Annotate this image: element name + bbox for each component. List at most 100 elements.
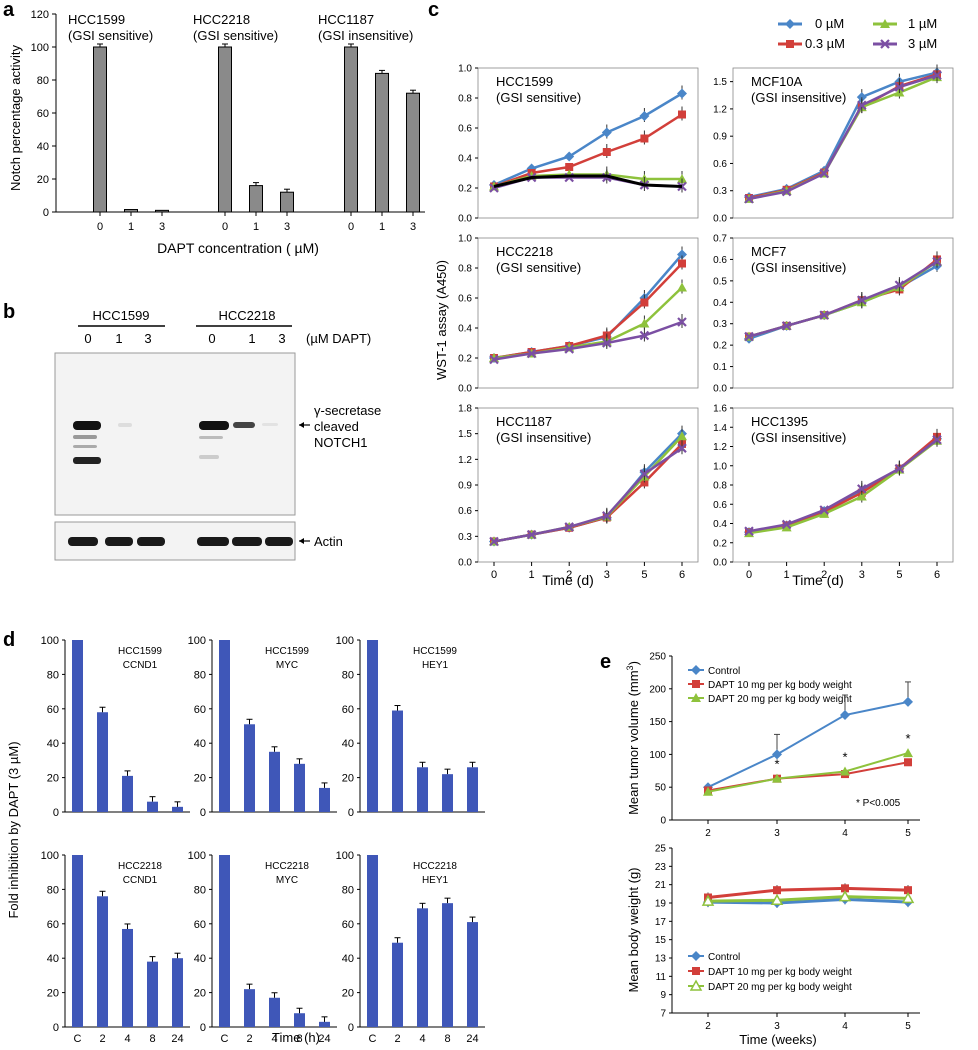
panel-label-e: e — [600, 651, 611, 673]
a-group2-title: HCC2218 — [193, 12, 250, 27]
e-bottom-ytick-label: 9 — [660, 990, 666, 1001]
a-ytick-label: 120 — [31, 9, 49, 21]
band-lane4-low — [199, 455, 219, 459]
c-ytick-label: 0.6 — [458, 506, 472, 517]
a-xtick-label: 0 — [222, 221, 228, 233]
c-panel-title: HCC1395 — [751, 414, 808, 429]
panel-label-c: c — [428, 0, 439, 21]
e-bottom-ytick-label: 17 — [655, 917, 667, 928]
e-top-xtick-label: 4 — [842, 828, 848, 839]
e-top-xtick-label: 2 — [705, 828, 711, 839]
c-point — [781, 519, 792, 530]
d-ytick-label: 40 — [194, 738, 206, 750]
d-ytick-label: 20 — [47, 988, 59, 1000]
e-bottom-ytick-label: 7 — [660, 1009, 666, 1020]
e-bottom-ytick-label: 21 — [655, 880, 667, 891]
d-ytick-label: 0 — [348, 807, 354, 819]
c-ytick-label: 1.2 — [713, 442, 727, 453]
a-bar — [218, 46, 232, 213]
d-bar — [244, 989, 255, 1027]
c-point — [526, 529, 537, 540]
c-panel-title: MCF10A — [751, 74, 803, 89]
a-xtick-label: 3 — [410, 221, 416, 233]
c-ytick-label: 0.0 — [713, 558, 727, 569]
c-ytick-label: 0.6 — [713, 159, 727, 170]
blot-lane-1: 0 — [84, 331, 91, 346]
d-bar — [147, 961, 158, 1027]
c-legend-3: 3 µM — [908, 36, 937, 51]
d-panel-title-1: HCC1599 — [118, 646, 162, 657]
c-ytick-label: 0.2 — [713, 538, 727, 549]
e-bottom-point — [773, 886, 781, 895]
c-ytick-label: 1.0 — [458, 234, 472, 245]
d-bar — [269, 997, 280, 1027]
c-ytick-label: 1.8 — [458, 404, 472, 415]
blot-group-1: HCC1599 — [92, 308, 149, 323]
d-bar — [392, 942, 403, 1027]
d-ytick-label: 40 — [194, 953, 206, 965]
d-ytick-label: 20 — [194, 773, 206, 785]
c-ytick-label: 1.5 — [458, 429, 472, 440]
e-bottom-legend-1: DAPT 10 mg per kg body weight — [708, 967, 852, 978]
d-xlabel: Time (h) — [272, 1030, 320, 1045]
d-ytick-label: 100 — [188, 635, 206, 647]
e-bottom-ytick-label: 19 — [655, 899, 667, 910]
c-legend-marker — [786, 40, 794, 48]
notch-bands — [68, 421, 293, 546]
panel-a-chart: HCC1599 (GSI sensitive) HCC2218 (GSI sen… — [8, 9, 425, 256]
c-panel-subtitle: (GSI insensitive) — [751, 90, 846, 105]
band-label-3: NOTCH1 — [314, 435, 367, 450]
c-ytick-label: 0.2 — [458, 184, 472, 195]
c-series-line — [493, 286, 683, 360]
e-legend-marker — [691, 693, 701, 702]
c-xlabel-right: Time (d) — [792, 572, 844, 588]
c-point — [677, 249, 687, 260]
d-panel-title-1: HCC2218 — [413, 861, 457, 872]
d-xtick-label: C — [221, 1033, 229, 1045]
c-panel-subtitle: (GSI insensitive) — [751, 430, 846, 445]
c-point — [564, 151, 575, 162]
d-bar — [172, 806, 183, 812]
d-bar — [442, 903, 453, 1027]
c-series-line — [748, 439, 938, 535]
e-bottom-series-line — [707, 886, 909, 899]
c-ytick-label: 0.7 — [713, 234, 727, 245]
a-xtick-label: 1 — [253, 221, 259, 233]
c-plot-frame — [732, 67, 954, 219]
e-legend-marker — [691, 951, 701, 961]
c-point — [857, 295, 867, 305]
c-legend-marker — [785, 19, 795, 29]
c-ytick-label: 0.8 — [713, 481, 727, 492]
c-point — [894, 280, 905, 290]
d-panel-title-2: HEY1 — [422, 660, 449, 671]
e-bottom-ytick-label: 13 — [655, 954, 667, 965]
c-ytick-label: 0.0 — [458, 214, 472, 225]
e-bottom-point — [901, 891, 915, 904]
a-bar — [280, 191, 294, 213]
c-xtick-label: 0 — [491, 569, 497, 581]
c-panel-subtitle: (GSI sensitive) — [496, 90, 581, 105]
a-ytick-label: 60 — [37, 108, 49, 120]
band-lane1-low — [73, 457, 101, 464]
d-ytick-label: 0 — [200, 807, 206, 819]
a-bar — [344, 46, 358, 213]
d-ytick-label: 80 — [342, 669, 354, 681]
c-point — [819, 310, 829, 320]
c-point — [526, 348, 537, 359]
c-plot-frame — [732, 237, 954, 389]
band-label-1: γ-secretase — [314, 403, 381, 418]
c-series-line — [493, 92, 683, 187]
blot-lane-3: 3 — [144, 331, 151, 346]
c-point — [677, 431, 687, 441]
d-xtick-label: C — [74, 1033, 82, 1045]
c-point — [894, 463, 905, 474]
band-lane1-faint-b — [73, 445, 97, 448]
d-ytick-label: 0 — [348, 1022, 354, 1034]
e-bottom-ylabel: Mean body weight (g) — [626, 867, 641, 992]
panel-e-chart: Mean tumor volume (mm3) Mean body weight… — [625, 652, 920, 1047]
d-xtick-label: C — [369, 1033, 377, 1045]
d-panel-title-1: HCC2218 — [265, 861, 309, 872]
d-ytick-label: 20 — [342, 988, 354, 1000]
d-bar — [219, 855, 230, 1027]
